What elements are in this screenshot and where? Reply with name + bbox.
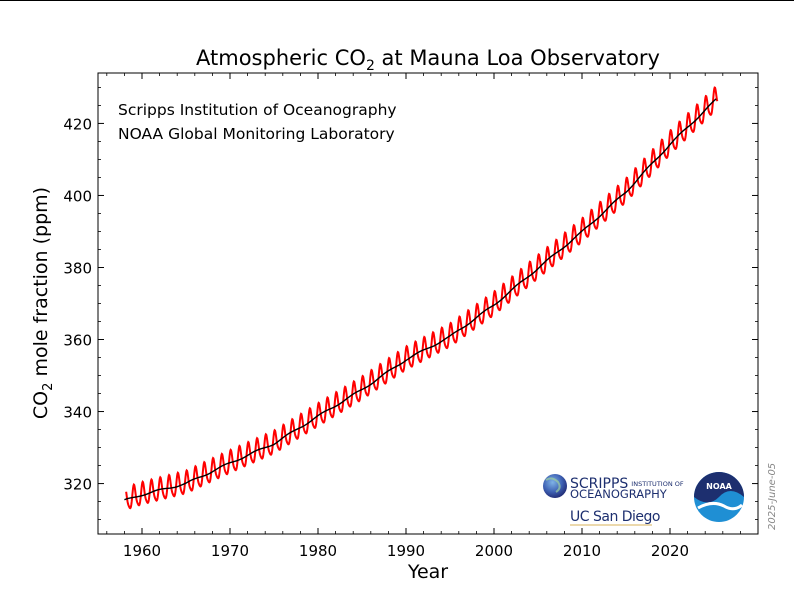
globe-icon xyxy=(543,474,567,498)
x-tick-label: 1970 xyxy=(211,542,249,560)
annotation-scripps: Scripps Institution of Oceanography xyxy=(118,101,397,119)
x-tick-label: 1980 xyxy=(299,542,337,560)
top-border-line xyxy=(0,0,794,1)
x-tick-label: 1960 xyxy=(123,542,161,560)
x-tick-label: 2010 xyxy=(563,542,601,560)
monthly-mean-line xyxy=(125,86,719,510)
noaa-logo: NOAA xyxy=(694,472,744,522)
ucsd-logo: UC San Diego xyxy=(570,509,660,525)
x-tick-label: 2000 xyxy=(475,542,513,560)
date-stamp: 2025-June-05 xyxy=(767,463,778,530)
scripps-logo: SCRIPPS INSTITUTION OF OCEANOGRAPHY UC Sa… xyxy=(543,474,684,526)
y-axis-label: CO2 mole fraction (ppm) xyxy=(30,187,56,419)
y-tick-label: 420 xyxy=(63,115,92,133)
y-tick-label: 340 xyxy=(63,404,92,422)
svg-text:OCEANOGRAPHY: OCEANOGRAPHY xyxy=(570,487,668,501)
y-tick-label: 400 xyxy=(63,187,92,205)
plot-frame xyxy=(97,72,759,535)
data-series xyxy=(124,86,719,510)
noaa-text: NOAA xyxy=(706,482,732,491)
ylabel-subscript: 2 xyxy=(41,383,56,391)
x-axis-label: Year xyxy=(407,561,448,583)
x-tick-label: 1990 xyxy=(387,542,425,560)
annotation-noaa: NOAA Global Monitoring Laboratory xyxy=(118,125,395,143)
trend-line xyxy=(124,98,717,501)
y-tick-label: 380 xyxy=(63,259,92,277)
y-tick-label: 360 xyxy=(63,332,92,350)
x-tick-label: 2020 xyxy=(651,542,689,560)
chart-title: Atmospheric CO2 at Mauna Loa Observatory xyxy=(196,46,660,74)
title-subscript: 2 xyxy=(366,58,375,74)
y-tick-label: 320 xyxy=(63,476,92,494)
